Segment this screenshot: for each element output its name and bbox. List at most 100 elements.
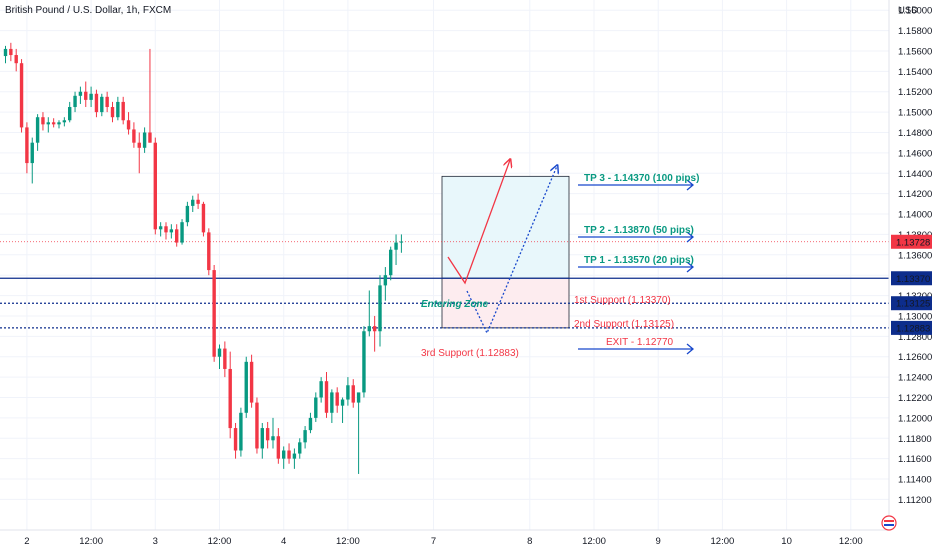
candle-53: [287, 443, 291, 464]
price-tick-label: 1.15200: [898, 87, 932, 98]
candle-body: [346, 385, 350, 400]
candle-1: [9, 42, 13, 62]
candle-body: [89, 93, 93, 100]
candle-68: [367, 290, 371, 337]
candle-55: [298, 438, 302, 459]
price-tick-label: 1.15000: [898, 108, 932, 119]
candle-body: [164, 226, 168, 233]
candle-60: [324, 372, 329, 418]
candle-40: [217, 344, 222, 369]
candle-63: [340, 397, 345, 423]
candle-69: [372, 315, 377, 352]
support-label-2: 2nd Support (1.13125): [574, 319, 674, 330]
candle-70: [378, 275, 382, 347]
candle-35: [191, 195, 195, 212]
price-tick-label: 1.14200: [898, 189, 932, 200]
candle-6: [35, 114, 40, 151]
candle-54: [292, 448, 297, 469]
candle-46: [249, 354, 254, 408]
candle-body: [217, 348, 222, 357]
price-tick-label: 1.11400: [898, 475, 932, 486]
support-levels: [0, 241, 889, 329]
time-tick-label: 9: [656, 536, 661, 547]
candle-33: [180, 219, 184, 245]
candle-14: [78, 86, 83, 104]
candle-body: [282, 450, 286, 459]
candle-body: [201, 203, 206, 233]
candle-body: [105, 96, 109, 108]
candle-5: [30, 137, 34, 184]
candle-73: [394, 234, 398, 265]
candle-18: [100, 93, 104, 117]
candle-body: [100, 96, 104, 113]
candle-59: [319, 377, 323, 403]
price-tick-label: 1.13000: [898, 311, 932, 322]
candle-62: [335, 387, 339, 413]
candle-9: [51, 118, 56, 128]
price-axis[interactable]: 1.11200 1.11400 1.11600 1.11800 1.12000 1.122…: [891, 6, 932, 506]
candle-12: [68, 101, 72, 123]
candle-2: [14, 48, 18, 72]
time-axis[interactable]: 2 12:00 3 12:00 4 12:00 7 8 12:00 9 12:00 10 12:00: [24, 536, 862, 547]
candle-58: [314, 392, 318, 422]
candle-body: [207, 232, 211, 271]
candle-body: [3, 48, 8, 57]
tp-arrow-3-head: [686, 179, 695, 191]
candle-body: [239, 412, 243, 451]
candle-body: [276, 436, 281, 459]
candle-body: [351, 385, 355, 403]
time-tick-label: 12:00: [79, 536, 103, 547]
candle-body: [148, 132, 152, 143]
candle-37: [201, 201, 206, 237]
candle-body: [223, 348, 227, 369]
candle-body: [244, 361, 248, 413]
candle-body: [287, 450, 291, 459]
candle-body: [19, 63, 24, 128]
candle-body: [330, 392, 334, 413]
candle-body: [191, 199, 195, 206]
tradingview-logo-icon[interactable]: [881, 515, 897, 531]
price-tick-label: 1.13600: [898, 250, 932, 261]
candle-0: [3, 45, 8, 64]
time-tick-label: 12:00: [839, 536, 863, 547]
candle-body: [116, 101, 120, 118]
candle-64: [346, 377, 350, 406]
support-price-label-1: 1.13370: [896, 274, 930, 285]
candle-49: [265, 421, 270, 449]
candle-42: [228, 351, 232, 439]
candle-body: [303, 430, 307, 443]
candle-31: [169, 224, 174, 239]
candle-body: [25, 127, 29, 164]
candle-24: [132, 122, 136, 148]
tp-label-2: TP 2 - 1.13870 (50 pips): [584, 225, 694, 236]
candle-body: [110, 107, 115, 118]
candle-body: [158, 226, 163, 230]
candle-26: [142, 127, 147, 153]
candle-15: [84, 81, 88, 108]
candle-body: [335, 392, 339, 406]
price-tick-label: 1.14800: [898, 128, 932, 139]
candle-body: [367, 326, 371, 332]
candle-body: [308, 417, 313, 431]
support-price-label-2: 1.13125: [896, 299, 930, 310]
candle-23: [126, 112, 131, 135]
candle-body: [249, 361, 254, 403]
candle-body: [175, 229, 179, 243]
support-price-badge-1: [891, 271, 932, 286]
candle-body: [185, 205, 190, 223]
price-tick-label: 1.15800: [898, 26, 932, 37]
candle-47: [255, 397, 259, 454]
chart-title: British Pound / U.S. Dollar, 1h, FXCM: [5, 5, 171, 16]
candle-48: [260, 422, 264, 459]
tp-label-1: TP 1 - 1.13570 (20 pips): [584, 255, 694, 266]
candle-4: [25, 122, 29, 174]
candle-body: [51, 122, 56, 125]
candle-71: [383, 267, 388, 301]
price-tick-label: 1.12800: [898, 332, 932, 343]
candle-20: [110, 101, 115, 123]
exit-label: EXIT - 1.12770: [606, 337, 674, 348]
profit-zone: [441, 175, 570, 279]
candle-38: [207, 228, 211, 276]
tp-label-3: TP 3 - 1.14370 (100 pips): [584, 173, 699, 184]
